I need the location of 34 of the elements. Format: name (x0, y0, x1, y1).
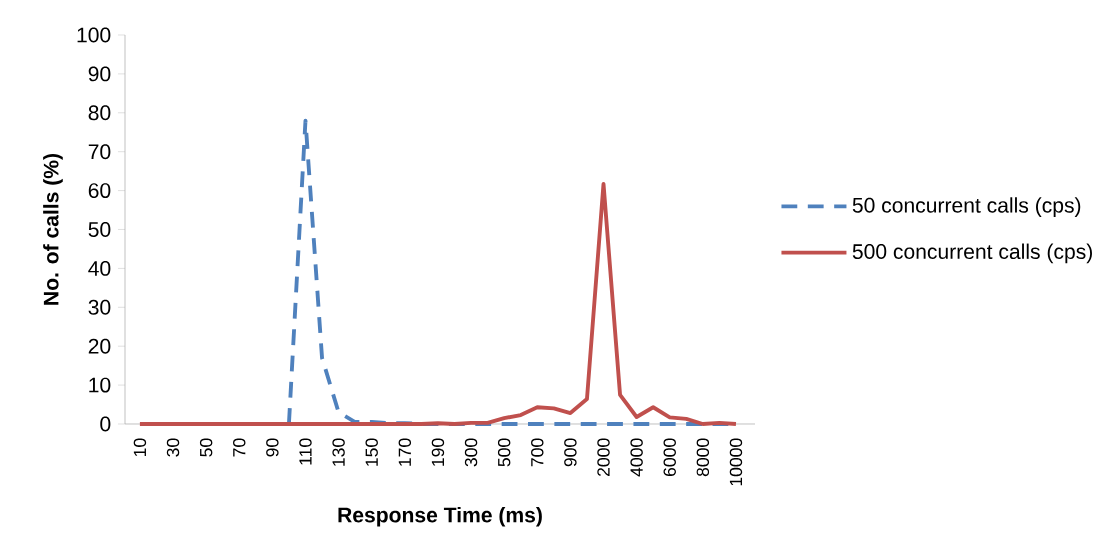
x-tick-label: 50 (199, 438, 213, 457)
y-tick-label: 30 (88, 299, 111, 315)
y-tick-label: 40 (88, 260, 111, 276)
legend-label: 500 concurrent calls (cps) (852, 243, 1092, 264)
x-tick-label: 10 (133, 438, 147, 457)
x-tick-label: 130 (332, 438, 345, 466)
y-tick-label: 20 (88, 338, 111, 354)
x-tick-label: 110 (299, 438, 312, 465)
x-tick-label: 90 (266, 438, 279, 457)
x-tick-label: 500 (497, 438, 511, 467)
x-tick-label: 190 (431, 438, 445, 466)
x-tick-label: 2000 (597, 438, 610, 477)
y-tick-label: 0 (100, 416, 111, 432)
y-tick-label: 50 (88, 222, 111, 237)
x-tick-label: 700 (531, 438, 544, 467)
x-tick-label: 10000 (729, 438, 743, 486)
y-tick-label: 10 (89, 377, 111, 393)
y-tick-label: 80 (88, 105, 111, 121)
x-tick-label: 70 (233, 438, 246, 457)
x-tick-label: 6000 (663, 438, 676, 477)
x-tick-label: 900 (564, 438, 577, 467)
x-tick-label: 8000 (696, 438, 710, 477)
y-tick-label: 90 (88, 66, 111, 82)
y-tick-label: 100 (77, 27, 111, 43)
y-tick-label: 70 (88, 144, 111, 160)
y-axis-title: No. of calls (%) (43, 153, 63, 305)
x-axis-title: Response Time (ms) (338, 506, 542, 527)
y-tick-label: 60 (88, 183, 111, 199)
legend-label: 50 concurrent calls (cps) (852, 197, 1081, 217)
x-tick-label: 30 (166, 438, 180, 457)
x-tick-label: 4000 (630, 438, 643, 477)
x-tick-label: 170 (398, 438, 412, 466)
x-tick-label: 300 (464, 438, 478, 467)
x-tick-label: 150 (365, 438, 378, 466)
